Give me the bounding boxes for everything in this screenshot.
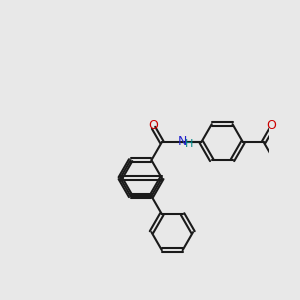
Text: H: H xyxy=(185,140,193,149)
Text: N: N xyxy=(177,135,187,148)
Text: O: O xyxy=(148,119,158,132)
Text: O: O xyxy=(266,119,276,132)
